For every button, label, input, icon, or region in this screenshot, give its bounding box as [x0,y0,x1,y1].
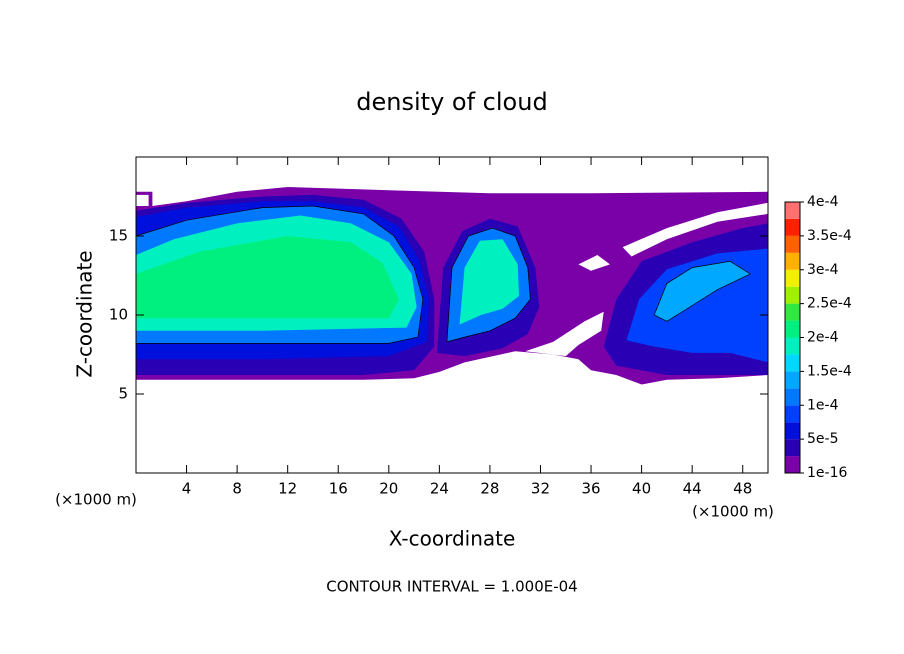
x-tick-label: 36 [581,480,600,498]
x-tick-label: 16 [329,480,348,498]
colorbar-band [785,235,800,253]
x-tick-label: 8 [232,480,242,498]
x-tick-label: 28 [480,480,499,498]
colorbar-band [785,388,800,406]
colorbar-band [785,354,800,372]
y-tick-label: 10 [109,306,128,324]
contour-region [654,261,751,322]
colorbar-label: 1.5e-4 [807,363,852,379]
colorbar-band [785,422,800,440]
colorbar-label: 2.5e-4 [807,296,852,312]
no-data-area [136,194,149,206]
colorbar-label: 1e-16 [807,465,847,481]
footer-note: CONTOUR INTERVAL = 1.000E-04 [326,578,577,596]
x-tick-label: 24 [430,480,449,498]
x-tick-label: 48 [733,480,752,498]
y-unit: (×1000 m) [55,491,137,509]
x-tick-label: 12 [278,480,297,498]
x-tick-label: 40 [632,480,651,498]
y-tick-label: 15 [109,227,128,245]
colorbar-band [785,269,800,287]
contour-line [653,260,752,322]
colorbar-label: 1e-4 [807,397,839,413]
colorbar-band [785,286,800,304]
chart-title: density of cloud [356,88,547,116]
contour-region [136,236,399,319]
no-data-area [525,311,604,357]
x-tick-label: 44 [683,480,702,498]
colorbar-band [785,303,800,321]
colorbar-label: 3.5e-4 [807,228,852,244]
colorbar-label: 2e-4 [807,330,839,346]
x-tick-label: 4 [182,480,192,498]
colorbar-label: 4e-4 [807,194,839,210]
colorbar-band [785,371,800,389]
colorbar-label: 5e-5 [807,431,838,447]
y-tick-label: 5 [118,385,128,403]
colorbar-band [785,202,800,219]
colorbar-band [785,337,800,355]
no-data-area [578,255,610,271]
y-axis-label: Z-coordinate [73,250,97,377]
contour-line [446,227,531,343]
x-tick-label: 32 [531,480,550,498]
x-tick-label: 20 [379,480,398,498]
colorbar-band [785,320,800,338]
colorbar-band [785,218,800,236]
colorbar-band [785,439,800,457]
contour-region [459,239,519,325]
x-unit: (×1000 m) [692,503,774,521]
contour-line [135,205,424,344]
colorbar-band [785,456,800,473]
no-data-area [622,202,768,257]
colorbar-label: 3e-4 [807,262,839,278]
colorbar-band [785,252,800,270]
x-axis-label: X-coordinate [389,527,516,551]
colorbar-band [785,405,800,423]
